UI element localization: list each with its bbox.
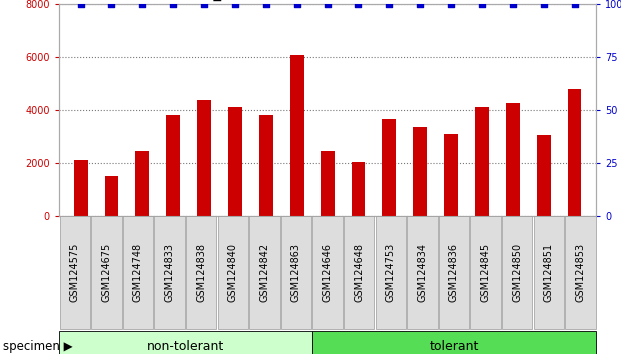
Text: non-tolerant: non-tolerant bbox=[147, 339, 224, 353]
Bar bbox=[351, 161, 365, 216]
Point bbox=[446, 1, 456, 6]
Point bbox=[323, 1, 333, 6]
Point bbox=[137, 1, 147, 6]
Bar bbox=[475, 107, 489, 216]
Bar bbox=[74, 160, 88, 216]
Text: GSM124833: GSM124833 bbox=[165, 243, 175, 302]
Point bbox=[292, 1, 302, 6]
Text: GSM124842: GSM124842 bbox=[260, 243, 270, 302]
Text: GSM124675: GSM124675 bbox=[101, 243, 111, 302]
Text: GDS3282 / 1555653_at: GDS3282 / 1555653_at bbox=[59, 0, 237, 1]
Point bbox=[230, 1, 240, 6]
Bar bbox=[383, 119, 396, 216]
Bar bbox=[166, 115, 180, 216]
Text: GSM124845: GSM124845 bbox=[481, 243, 491, 302]
Bar bbox=[228, 107, 242, 216]
Bar bbox=[259, 115, 273, 216]
Text: GSM124646: GSM124646 bbox=[322, 243, 333, 302]
Point bbox=[415, 1, 425, 6]
Text: GSM124834: GSM124834 bbox=[417, 243, 427, 302]
Text: GSM124851: GSM124851 bbox=[544, 243, 554, 302]
Bar bbox=[537, 135, 551, 216]
Text: specimen ▶: specimen ▶ bbox=[3, 339, 73, 353]
Bar bbox=[506, 103, 520, 216]
Point bbox=[538, 1, 548, 6]
Point bbox=[107, 1, 117, 6]
Text: GSM124836: GSM124836 bbox=[449, 243, 459, 302]
Point bbox=[477, 1, 487, 6]
Bar bbox=[135, 151, 149, 216]
Text: GSM124648: GSM124648 bbox=[354, 243, 364, 302]
Text: GSM124838: GSM124838 bbox=[196, 243, 206, 302]
Text: GSM124575: GSM124575 bbox=[70, 243, 79, 302]
Text: GSM124850: GSM124850 bbox=[512, 243, 522, 302]
Bar bbox=[320, 151, 335, 216]
Point bbox=[353, 1, 363, 6]
Point bbox=[569, 1, 579, 6]
Point bbox=[508, 1, 518, 6]
Text: tolerant: tolerant bbox=[429, 339, 479, 353]
Bar bbox=[413, 127, 427, 216]
Bar bbox=[568, 88, 581, 216]
Bar bbox=[290, 55, 304, 216]
Bar bbox=[197, 101, 211, 216]
Text: GSM124840: GSM124840 bbox=[228, 243, 238, 302]
Text: GSM124748: GSM124748 bbox=[133, 243, 143, 302]
Text: GSM124853: GSM124853 bbox=[576, 243, 586, 302]
Bar bbox=[444, 133, 458, 216]
Text: GSM124863: GSM124863 bbox=[291, 243, 301, 302]
Point bbox=[261, 1, 271, 6]
Point bbox=[199, 1, 209, 6]
Point bbox=[168, 1, 178, 6]
Bar bbox=[104, 176, 119, 216]
Text: GSM124753: GSM124753 bbox=[386, 243, 396, 302]
Point bbox=[76, 1, 86, 6]
Point bbox=[384, 1, 394, 6]
